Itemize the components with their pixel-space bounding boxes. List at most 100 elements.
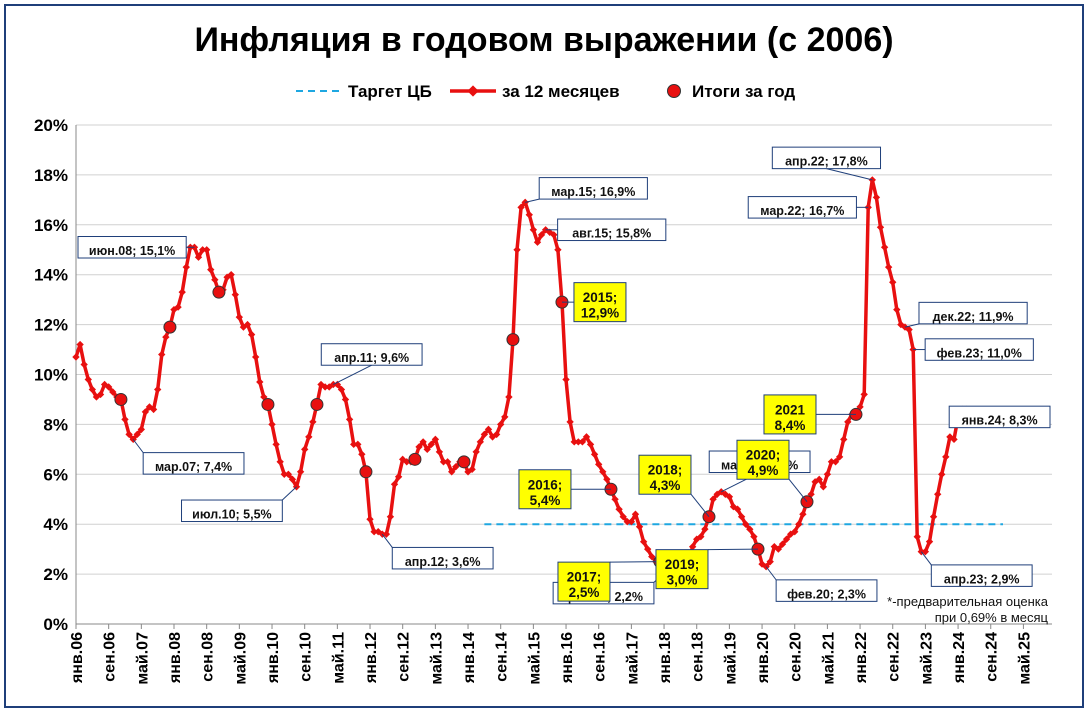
- series-point: [439, 458, 448, 466]
- callout-box: [518, 469, 572, 510]
- series-point: [149, 405, 158, 414]
- callout-leader: [765, 566, 777, 581]
- x-tick-label: янв.18: [657, 632, 674, 684]
- callout-label: июн.08; 15,1%: [89, 244, 175, 258]
- legend-label-series: за 12 месяцев: [502, 82, 620, 101]
- series-point: [296, 468, 305, 476]
- series-point: [337, 385, 346, 394]
- callout-leader: [333, 364, 372, 385]
- callout-leader: [525, 198, 540, 203]
- callout-label: апр.11; 9,6%: [334, 351, 409, 365]
- series-point: [889, 278, 897, 286]
- series-point: [80, 360, 88, 369]
- callout-leader: [690, 493, 710, 518]
- callout-box: [655, 549, 709, 590]
- series-point: [243, 320, 252, 329]
- series-point: [133, 430, 141, 439]
- x-tick-label: янв.08: [167, 632, 184, 684]
- x-tick-label: янв.16: [559, 632, 576, 684]
- y-tick-label: 10%: [34, 366, 68, 385]
- series-point: [950, 435, 958, 444]
- x-tick-label: сен.06: [102, 632, 119, 682]
- series-point: [921, 547, 930, 556]
- series-point: [697, 533, 705, 541]
- year-result-marker: [163, 320, 177, 334]
- series-point: [280, 470, 288, 478]
- callout-label: мар.07; 7,4%: [155, 460, 232, 474]
- series-point: [791, 528, 799, 536]
- callout-box: [747, 196, 857, 219]
- callout-label: фев.23; 11,0%: [937, 346, 1022, 360]
- inflation-chart: Инфляция в годовом выражении (с 2006) Тар…: [34, 21, 1052, 685]
- x-tick-label: май.07: [134, 632, 151, 685]
- series-point: [505, 393, 513, 401]
- x-tick-label: сен.18: [690, 632, 707, 682]
- series-point: [484, 425, 493, 434]
- footnote: *-предварительная оценка: [887, 594, 1049, 609]
- year-result-marker: [310, 397, 324, 411]
- series-point: [158, 350, 166, 359]
- callout-label: янв.24; 8,3%: [962, 414, 1038, 428]
- y-tick-label: 2%: [43, 565, 68, 584]
- series-point: [366, 515, 374, 523]
- callout-box: [77, 236, 187, 259]
- callout-leader: [826, 168, 873, 181]
- series-point: [415, 443, 423, 451]
- year-result-marker: [457, 455, 471, 469]
- series-point: [137, 425, 146, 434]
- x-tick-label: май.23: [918, 632, 935, 685]
- series-point: [354, 440, 362, 449]
- series-point: [725, 493, 734, 501]
- series-point: [884, 263, 893, 271]
- series-point: [840, 435, 848, 444]
- circle-marker-icon: [667, 84, 681, 98]
- series-point: [872, 193, 881, 202]
- x-tick-label: янв.24: [951, 632, 968, 684]
- series-point: [550, 231, 558, 239]
- series-point: [517, 203, 525, 212]
- x-tick-label: май.15: [526, 632, 543, 685]
- series-point: [492, 430, 501, 439]
- legend-label-year-results: Итоги за год: [692, 82, 795, 101]
- series-point: [288, 475, 297, 483]
- series-point: [194, 253, 203, 261]
- callout-label: 2017;: [567, 570, 602, 585]
- series-point: [284, 470, 293, 478]
- callout-label: апр.23; 2,9%: [944, 572, 1020, 586]
- year-result-marker: [261, 397, 275, 411]
- series-point: [448, 468, 456, 476]
- series-point: [578, 438, 587, 446]
- callout-box: [775, 579, 878, 602]
- series-point: [925, 537, 934, 546]
- callout-label: 5,4%: [530, 493, 561, 508]
- callout-box: [538, 177, 648, 200]
- callout-label: 4,3%: [650, 478, 681, 493]
- callout-box: [924, 338, 1034, 361]
- series-point: [586, 440, 595, 449]
- callout-leader: [609, 561, 660, 563]
- year-result-marker: [114, 392, 128, 406]
- series-point: [109, 388, 117, 396]
- callout-box: [573, 282, 627, 323]
- series-point: [639, 538, 648, 546]
- series-point: [815, 475, 823, 483]
- series-point: [501, 413, 509, 421]
- series-point: [766, 557, 774, 566]
- callout-box: [736, 439, 790, 480]
- series-point: [876, 223, 885, 231]
- series-point: [207, 266, 215, 274]
- series-point: [431, 435, 440, 444]
- series-point: [835, 453, 844, 461]
- series-point: [427, 440, 435, 449]
- series-point: [182, 263, 190, 271]
- callout-leader: [381, 533, 393, 548]
- x-tick-label: сен.08: [200, 632, 217, 682]
- series-point: [321, 383, 329, 391]
- x-tick-label: сен.14: [494, 632, 511, 682]
- x-tick-label: май.13: [428, 632, 445, 685]
- series-point: [394, 473, 403, 481]
- series-point: [301, 445, 309, 454]
- x-tick-label: сен.10: [298, 632, 315, 682]
- series-point: [305, 433, 313, 441]
- callout-box: [918, 301, 1028, 325]
